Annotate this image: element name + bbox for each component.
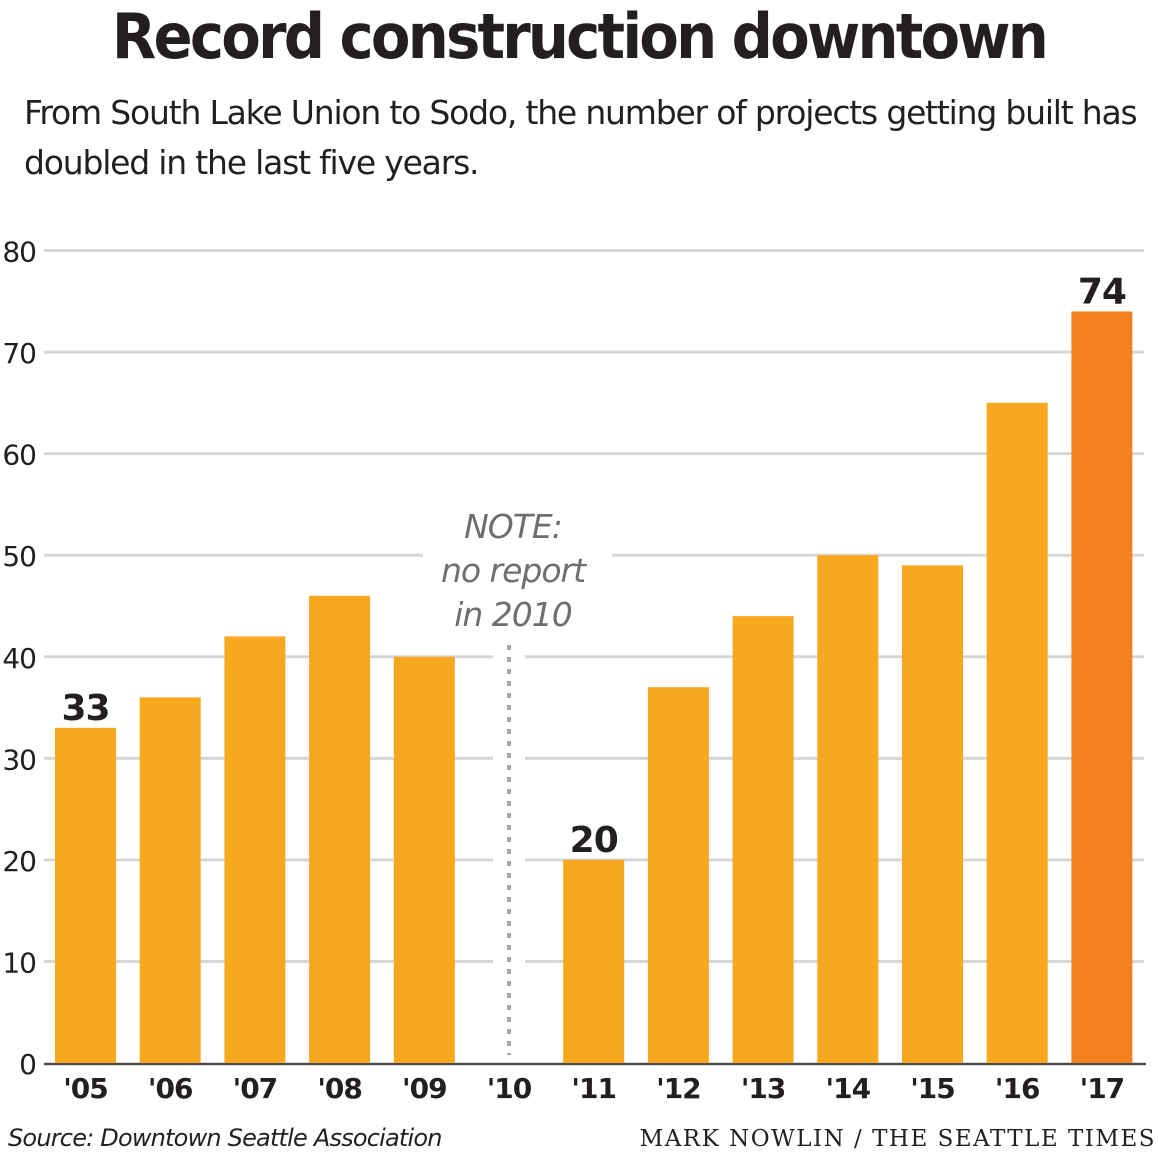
y-tick-label: 70 [2, 337, 36, 370]
data-label: 74 [1078, 271, 1126, 312]
bars [55, 311, 1133, 1063]
x-tick-label: '17 [1080, 1072, 1125, 1105]
x-tick-label: '15 [910, 1072, 955, 1105]
x-tick-label: '16 [995, 1072, 1040, 1105]
y-tick-label: 0 [19, 1048, 36, 1081]
y-tick-label: 40 [2, 642, 36, 675]
x-tick-label: '07 [233, 1072, 278, 1105]
credit-line: MARK NOWLIN / THE SEATTLE TIMES [639, 1126, 1156, 1152]
annotation-text: NOTE: [464, 507, 562, 546]
bar [1071, 311, 1133, 1063]
x-tick-label: '05 [63, 1072, 108, 1105]
annotation-text: in 2010 [454, 595, 572, 634]
y-tick-label: 50 [2, 540, 36, 573]
bar [732, 616, 794, 1063]
x-tick-label: '11 [571, 1072, 616, 1105]
data-label: 20 [570, 820, 618, 861]
bar [139, 697, 201, 1063]
x-tick-label: '08 [317, 1072, 362, 1105]
bar [817, 555, 879, 1063]
chart-subtitle: From South Lake Union to Sodo, the numbe… [24, 93, 1138, 182]
source-note: Source: Downtown Seattle Association [8, 1124, 442, 1152]
x-tick-label: '14 [826, 1072, 871, 1105]
bar [55, 727, 116, 1063]
bar [647, 687, 709, 1063]
bar [902, 565, 963, 1063]
data-labels: 33 20 74 [61, 271, 1127, 861]
y-tick-label: 80 [2, 236, 36, 269]
bar [309, 595, 371, 1063]
bar [986, 402, 1048, 1063]
y-tick-label: 30 [2, 743, 36, 776]
bar [393, 656, 455, 1063]
data-label: 33 [61, 688, 109, 729]
x-tick-label: '06 [148, 1072, 193, 1105]
annotation-text: no report [441, 551, 587, 590]
x-tick-label: '10 [487, 1072, 532, 1105]
bar [224, 636, 286, 1063]
y-tick-label: 60 [2, 439, 36, 472]
y-tick-label: 10 [2, 946, 36, 979]
x-tick-label: '13 [741, 1072, 786, 1105]
chart-title: Record construction downtown [111, 0, 1049, 73]
no-report-annotation: NOTE: no report in 2010 [441, 507, 588, 1055]
bar [563, 859, 625, 1063]
y-axis-ticks: 0 10 20 30 40 50 60 70 80 [2, 236, 37, 1082]
x-tick-label: '12 [656, 1072, 701, 1105]
x-tick-label: '09 [402, 1072, 447, 1105]
x-axis-ticks: '05 '06 '07 '08 '09 '10 '11 '12 '13 '14 '15 '16 '17 [63, 1072, 1125, 1105]
y-tick-label: 20 [2, 845, 36, 878]
